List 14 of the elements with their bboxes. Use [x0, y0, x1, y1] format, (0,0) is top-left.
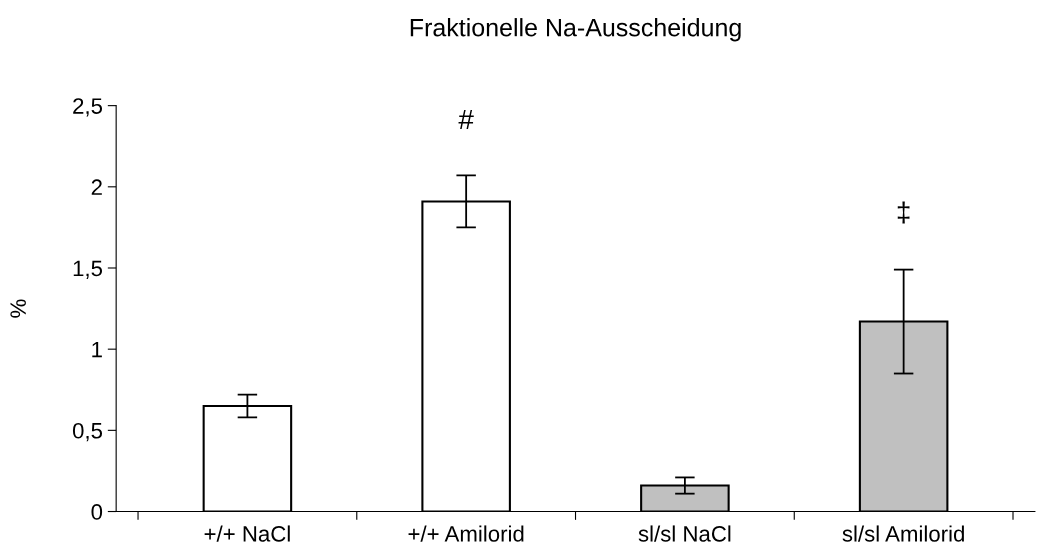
y-axis-title: % — [10, 299, 26, 318]
y-tick-label: 1 — [92, 341, 102, 358]
chart-title: Fraktionelle Na-Ausscheidung — [410, 18, 741, 42]
x-tick-label: sl/sl Amilorid — [842, 525, 964, 542]
y-tick-label: 1,5 — [73, 260, 103, 279]
y-tick-label: 2,5 — [73, 98, 103, 117]
y-tick-label: 0 — [91, 504, 103, 520]
annotation: ‡ — [897, 201, 910, 224]
annotation: # — [458, 110, 474, 130]
x-tick-label: +/+ Amilorid — [408, 525, 524, 542]
y-tick-label: 2 — [91, 179, 102, 195]
x-tick-label: +/+ NaCl — [204, 525, 290, 542]
x-tick-label: sl/sl NaCl — [638, 525, 731, 542]
y-tick-label: 0,5 — [72, 422, 103, 442]
